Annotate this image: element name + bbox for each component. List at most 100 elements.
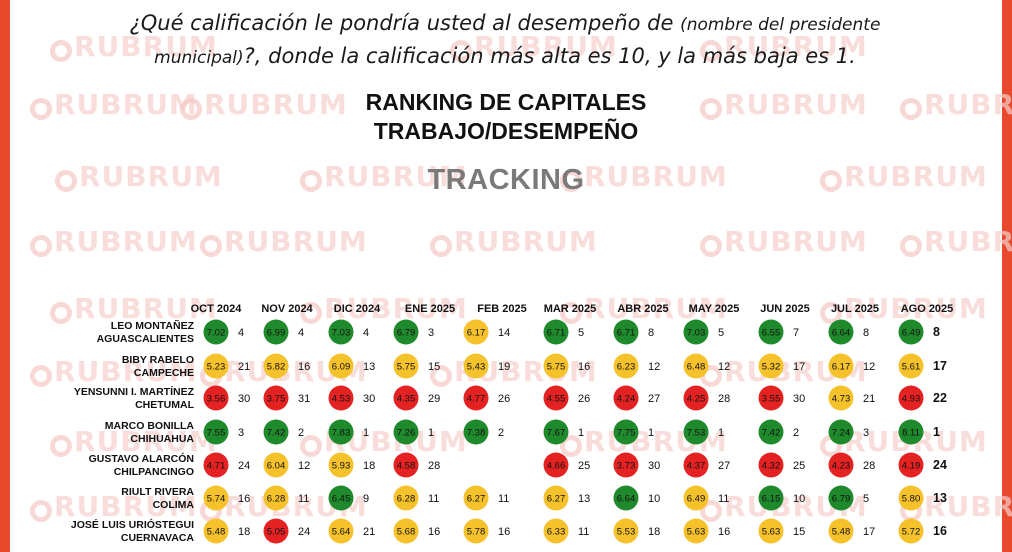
score-circle <box>758 385 784 411</box>
rank-label: 3 <box>238 427 244 439</box>
rank-label: 11 <box>498 493 509 505</box>
score-label: 5.43 <box>467 362 486 373</box>
score-circle <box>328 452 354 478</box>
rank-label: 12 <box>718 361 730 373</box>
score-circle <box>463 353 489 379</box>
rank-label: 16 <box>498 526 510 538</box>
score-circle <box>828 485 854 511</box>
frame-left-border <box>0 0 10 552</box>
month-header: JUN 2025 <box>760 303 810 315</box>
score-label: 4.77 <box>467 394 486 405</box>
score-label: 5.64 <box>332 527 351 538</box>
row-city: CAMPECHE <box>134 367 194 379</box>
score-label: 3.75 <box>267 394 286 405</box>
score-circle <box>263 485 289 511</box>
rank-label: 11 <box>578 526 589 538</box>
score-circle <box>393 385 419 411</box>
score-circle <box>263 452 289 478</box>
score-circle <box>828 385 854 411</box>
score-circle <box>613 419 639 445</box>
score-label: 7.03 <box>687 328 706 339</box>
rank-label: 27 <box>648 393 660 405</box>
rank-label: 24 <box>933 458 947 472</box>
score-circle <box>683 319 709 345</box>
score-label: 5.75 <box>547 362 566 373</box>
score-label: 5.78 <box>467 527 486 538</box>
score-label: 6.27 <box>467 494 486 505</box>
score-circle <box>613 518 639 544</box>
score-label: 5.63 <box>762 527 781 538</box>
score-circle <box>828 419 854 445</box>
score-circle <box>758 485 784 511</box>
score-label: 6.99 <box>267 328 286 339</box>
score-label: 4.66 <box>547 461 566 472</box>
score-circle <box>828 319 854 345</box>
rank-label: 5 <box>863 493 869 505</box>
score-circle <box>393 485 419 511</box>
score-circle <box>758 319 784 345</box>
score-circle <box>828 518 854 544</box>
score-label: 5.23 <box>207 362 226 373</box>
score-circle <box>683 518 709 544</box>
rank-label: 1 <box>648 427 654 439</box>
score-label: 4.25 <box>687 394 706 405</box>
score-label: 4.35 <box>397 394 416 405</box>
score-circle <box>203 452 229 478</box>
score-label: 4.58 <box>397 461 416 472</box>
row-city: AGUASCALIENTES <box>97 333 194 345</box>
score-circle <box>393 419 419 445</box>
month-header: JUL 2025 <box>831 303 879 315</box>
score-label: 7.26 <box>397 428 416 439</box>
rank-label: 11 <box>428 493 439 505</box>
score-label: 4.93 <box>902 394 921 405</box>
score-label: 5.93 <box>332 461 351 472</box>
rank-label: 16 <box>298 361 310 373</box>
score-circle <box>898 518 924 544</box>
score-circle <box>543 452 569 478</box>
rank-label: 4 <box>238 327 244 339</box>
rank-label: 12 <box>298 460 310 472</box>
score-circle <box>613 485 639 511</box>
score-circle <box>203 319 229 345</box>
score-label: 5.61 <box>902 362 921 373</box>
row-name: JOSÉ LUIS URIÓSTEGUI <box>71 518 194 531</box>
rank-label: 8 <box>648 327 654 339</box>
score-circle <box>613 385 639 411</box>
question-small1: (nombre del presidente <box>680 15 881 35</box>
score-circle <box>393 319 419 345</box>
score-label: 5.80 <box>902 494 921 505</box>
score-label: 7.42 <box>267 428 286 439</box>
score-label: 7.02 <box>207 328 226 339</box>
rank-label: 9 <box>363 493 369 505</box>
rank-label: 7 <box>793 327 799 339</box>
rank-label: 17 <box>793 361 805 373</box>
score-label: 6.09 <box>332 362 351 373</box>
score-circle <box>463 518 489 544</box>
month-header: DIC 2024 <box>334 303 381 315</box>
score-label: 6.28 <box>267 494 286 505</box>
score-label: 6.45 <box>332 494 351 505</box>
month-header: AGO 2025 <box>901 303 954 315</box>
score-label: 6.79 <box>832 494 851 505</box>
score-circle <box>683 485 709 511</box>
row-name: BIBY RABELO <box>122 354 194 366</box>
rank-label: 11 <box>298 493 309 505</box>
score-circle <box>758 452 784 478</box>
rank-label: 15 <box>428 361 440 373</box>
score-label: 7.38 <box>467 428 486 439</box>
chart-title: RANKING DE CAPITALES TRABAJO/DESEMPEÑO <box>250 88 762 146</box>
score-label: 4.23 <box>832 461 851 472</box>
row-name: YENSUNNI I. MARTÍNEZ <box>74 385 195 398</box>
score-label: 6.27 <box>547 494 566 505</box>
rank-label: 18 <box>363 460 375 472</box>
rank-label: 16 <box>933 524 947 538</box>
score-circle <box>828 452 854 478</box>
score-label: 6.17 <box>467 328 486 339</box>
score-label: 7.24 <box>832 428 851 439</box>
row-name: MARCO BONILLA <box>105 420 195 432</box>
rank-label: 30 <box>793 393 805 405</box>
rank-label: 21 <box>863 393 875 405</box>
score-circle <box>463 419 489 445</box>
rank-label: 28 <box>863 460 875 472</box>
rank-label: 24 <box>298 526 310 538</box>
